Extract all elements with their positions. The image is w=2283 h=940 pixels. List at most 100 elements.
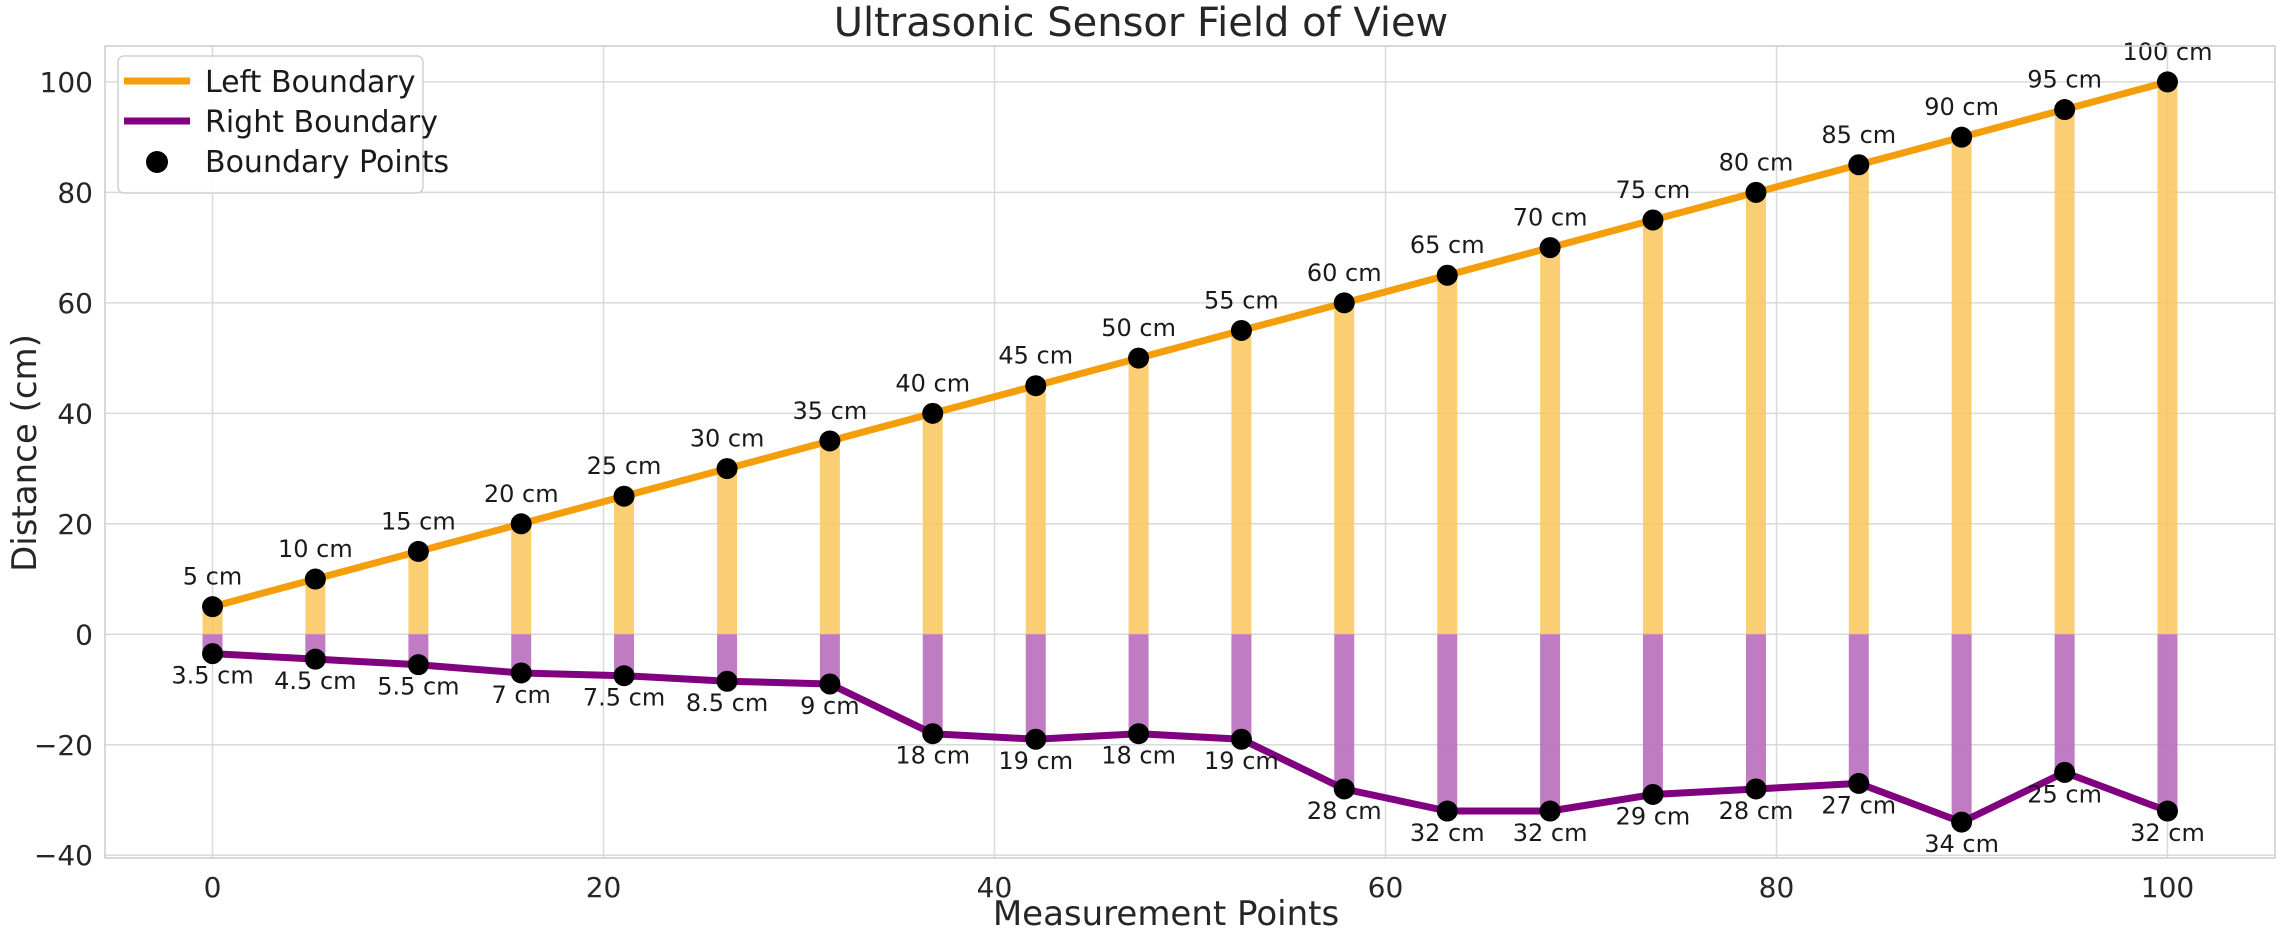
right-boundary-point xyxy=(1230,728,1252,750)
left-boundary-point xyxy=(1745,181,1767,203)
left-boundary-point xyxy=(1333,292,1355,314)
left-data-label: 90 cm xyxy=(1924,93,1999,121)
left-distance-bar xyxy=(1540,247,1561,635)
left-boundary-point xyxy=(1539,237,1561,259)
right-distance-bar xyxy=(1848,634,1869,784)
chart-title: Ultrasonic Sensor Field of View xyxy=(834,0,1449,46)
right-boundary-point xyxy=(1642,783,1664,805)
right-data-label: 32 cm xyxy=(1513,819,1588,847)
right-distance-bar xyxy=(1745,634,1766,789)
right-boundary-point xyxy=(304,648,326,670)
left-data-label: 35 cm xyxy=(793,397,868,425)
left-distance-bar xyxy=(922,413,943,635)
y-axis-title: Distance (cm) xyxy=(5,334,45,572)
left-boundary-point xyxy=(1128,347,1150,369)
left-data-label: 75 cm xyxy=(1616,176,1691,204)
right-boundary-point xyxy=(510,662,532,684)
left-data-label: 85 cm xyxy=(1821,121,1896,149)
right-boundary-point xyxy=(1848,772,1870,794)
right-distance-bar xyxy=(1642,634,1663,795)
left-data-label: 45 cm xyxy=(998,342,1073,370)
right-boundary-point xyxy=(1333,778,1355,800)
right-data-label: 3.5 cm xyxy=(171,662,253,690)
right-data-label: 8.5 cm xyxy=(686,689,768,717)
right-boundary-point xyxy=(1745,778,1767,800)
left-data-label: 40 cm xyxy=(895,369,970,397)
x-tick-label: 60 xyxy=(1368,871,1404,904)
right-boundary-point xyxy=(716,670,738,692)
left-boundary-line xyxy=(209,78,2171,611)
left-distance-bar xyxy=(2054,109,2075,635)
legend-label-right-boundary: Right Boundary xyxy=(205,105,438,140)
left-boundary-point xyxy=(1848,154,1870,176)
left-data-label: 5 cm xyxy=(183,563,242,591)
left-data-label: 80 cm xyxy=(1719,148,1794,176)
left-distance-bar xyxy=(408,551,429,635)
left-data-label: 25 cm xyxy=(587,452,662,480)
right-data-label: 9 cm xyxy=(800,692,859,720)
right-data-label: 28 cm xyxy=(1307,797,1382,825)
right-distance-bar xyxy=(614,634,635,676)
y-tick-label: 80 xyxy=(57,176,93,209)
legend-label-left-boundary: Left Boundary xyxy=(205,65,415,100)
y-tick-label: −40 xyxy=(34,839,93,872)
legend-swatch-boundary-points xyxy=(146,151,168,173)
x-tick-label: 100 xyxy=(2141,871,2194,904)
left-data-label: 60 cm xyxy=(1307,259,1382,287)
left-distance-bar xyxy=(1334,302,1355,635)
right-data-label: 28 cm xyxy=(1719,797,1794,825)
x-tick-label: 40 xyxy=(977,871,1013,904)
right-boundary-point xyxy=(2156,800,2178,822)
right-boundary-point xyxy=(407,654,429,676)
x-tick-label: 0 xyxy=(204,871,222,904)
right-data-label: 18 cm xyxy=(895,742,970,770)
y-tick-label: 100 xyxy=(40,66,93,99)
left-data-label: 95 cm xyxy=(2027,66,2102,94)
right-data-label: 5.5 cm xyxy=(377,673,459,701)
right-distance-bar xyxy=(511,634,532,673)
right-boundary-point xyxy=(1951,811,1973,833)
left-boundary-point xyxy=(1025,375,1047,397)
right-data-label: 19 cm xyxy=(1204,747,1279,775)
left-boundary-point xyxy=(2054,99,2076,121)
left-data-label: 55 cm xyxy=(1204,286,1279,314)
left-data-label: 10 cm xyxy=(278,535,353,563)
left-distance-bar xyxy=(717,468,738,635)
left-boundary-point xyxy=(407,540,429,562)
legend-label-boundary-points: Boundary Points xyxy=(205,145,449,180)
left-distance-bar xyxy=(1437,275,1458,635)
right-data-label: 34 cm xyxy=(1924,830,1999,858)
legend-box xyxy=(117,55,424,194)
right-distance-bar xyxy=(922,634,943,734)
left-distance-bar xyxy=(1231,330,1252,635)
left-boundary-point xyxy=(922,402,944,424)
right-data-label: 7 cm xyxy=(491,681,550,709)
right-distance-bar xyxy=(819,634,840,684)
left-boundary-point xyxy=(304,568,326,590)
legend: Left Boundary Right Boundary Boundary Po… xyxy=(117,55,449,194)
left-data-label: 20 cm xyxy=(484,480,559,508)
left-boundary-point xyxy=(1230,319,1252,341)
left-data-label: 70 cm xyxy=(1513,204,1588,232)
left-data-label: 100 cm xyxy=(2122,38,2212,66)
right-data-label: 18 cm xyxy=(1101,742,1176,770)
right-boundary-point xyxy=(922,723,944,745)
left-data-label: 65 cm xyxy=(1410,231,1485,259)
left-boundary-point xyxy=(1436,264,1458,286)
right-boundary-line xyxy=(209,650,2171,826)
left-boundary-point xyxy=(819,430,841,452)
left-distance-bar xyxy=(1642,220,1663,635)
left-boundary-point xyxy=(716,458,738,480)
data-labels: 5 cm 10 cm 15 cm 20 cm 25 cm 30 cm 35 cm 40 cm 4… xyxy=(171,38,2212,858)
right-boundary-point xyxy=(1539,800,1561,822)
right-distance-bar xyxy=(1231,634,1252,740)
plot-frame xyxy=(104,45,2276,859)
left-distance-bar xyxy=(2157,81,2178,635)
right-data-label: 4.5 cm xyxy=(274,667,356,695)
left-distance-bar xyxy=(511,523,532,635)
right-distance-bar xyxy=(1951,634,1972,823)
right-data-label: 25 cm xyxy=(2027,780,2102,808)
left-distance-bar xyxy=(305,579,326,635)
right-boundary-point xyxy=(202,643,224,665)
